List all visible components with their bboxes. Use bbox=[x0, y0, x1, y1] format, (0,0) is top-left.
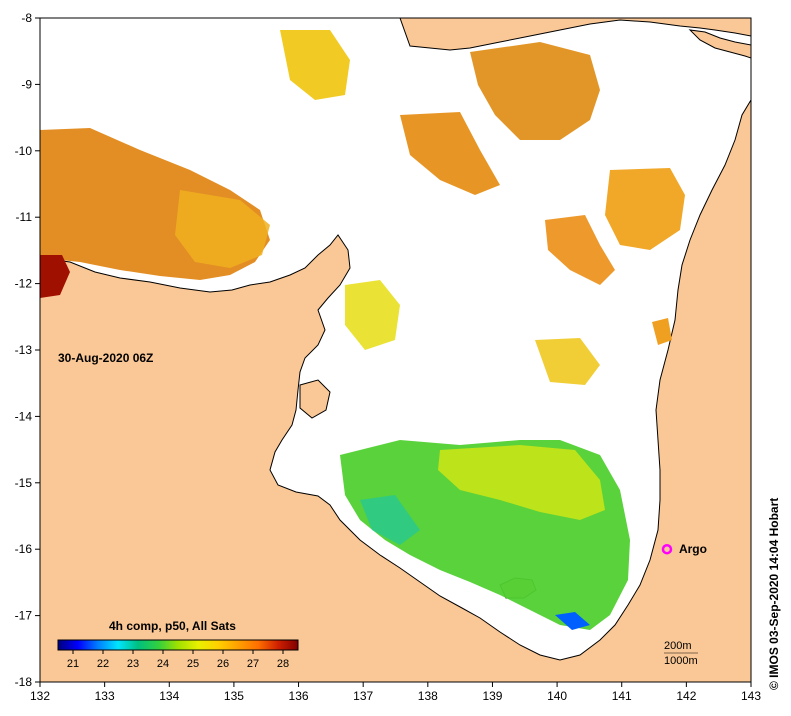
lat-tick-label: -12 bbox=[15, 277, 33, 291]
land-cape-york-north bbox=[688, 18, 751, 59]
lon-tick-label: 134 bbox=[159, 689, 179, 703]
colorbar-tick-label: 24 bbox=[157, 658, 169, 670]
colorbar-ticks: 21 22 23 24 25 26 27 28 bbox=[67, 650, 289, 670]
sst-yellow-north bbox=[280, 30, 350, 100]
colorbar bbox=[57, 639, 299, 651]
sst-cooler-west bbox=[175, 190, 270, 268]
lon-tick-label: 137 bbox=[353, 689, 373, 703]
imos-credit: © IMOS 03-Sep-2020 14:04 Hobart bbox=[767, 498, 781, 690]
lon-tick-label: 135 bbox=[224, 689, 244, 703]
colorbar-tick-label: 23 bbox=[127, 658, 139, 670]
lon-tick-label: 140 bbox=[547, 689, 567, 703]
sst-warm-center bbox=[400, 112, 500, 195]
colorbar-tick-label: 25 bbox=[187, 658, 199, 670]
lat-tick-label: -16 bbox=[15, 542, 33, 556]
sst-blue-south bbox=[555, 612, 590, 630]
colorbar-tick-label: 21 bbox=[67, 658, 79, 670]
sst-warm-north-east bbox=[470, 42, 600, 140]
lat-tick-label: -13 bbox=[15, 343, 33, 357]
lat-tick-label: -14 bbox=[15, 409, 33, 423]
depth-contour-200m: 200m bbox=[664, 640, 692, 652]
colorbar-tick-label: 26 bbox=[217, 658, 229, 670]
timestamp-label: 30-Aug-2020 06Z bbox=[58, 351, 153, 365]
argo-float-marker[interactable] bbox=[661, 543, 673, 555]
sst-hot-west bbox=[40, 255, 70, 298]
lat-tick-label: -17 bbox=[15, 609, 33, 623]
argo-label: Argo bbox=[679, 542, 707, 556]
lat-tick-label: -15 bbox=[15, 476, 33, 490]
sst-yellow-green-south bbox=[438, 445, 605, 520]
depth-contour-1000m: 1000m bbox=[664, 655, 698, 667]
lat-tick-label: -8 bbox=[21, 11, 32, 25]
longitude-axis: 132 133 134 135 136 137 138 139 140 141 142 143 bbox=[30, 682, 761, 703]
land-new-guinea bbox=[399, 18, 751, 51]
composite-label: 4h comp, p50, All Sats bbox=[109, 619, 236, 633]
lat-tick-label: -18 bbox=[15, 675, 33, 689]
lon-tick-label: 136 bbox=[289, 689, 309, 703]
colorbar-tick-label: 28 bbox=[277, 658, 289, 670]
lon-tick-label: 138 bbox=[418, 689, 438, 703]
lat-tick-label: -9 bbox=[21, 77, 32, 91]
sst-warm-center-east bbox=[545, 215, 615, 285]
land-island-west bbox=[299, 379, 331, 419]
lat-tick-label: -11 bbox=[16, 210, 33, 224]
lon-tick-label: 142 bbox=[676, 689, 696, 703]
credit-panel: © IMOS 03-Sep-2020 14:04 Hobart bbox=[767, 498, 781, 690]
colorbar-tick-label: 27 bbox=[247, 658, 259, 670]
land-northern-territory bbox=[40, 99, 751, 682]
lon-tick-label: 133 bbox=[95, 689, 115, 703]
latitude-axis: -8 -9 -10 -11 -12 -13 -14 -15 -16 -17 -18 bbox=[15, 11, 40, 689]
lon-tick-label: 143 bbox=[741, 689, 761, 703]
sst-yellow-mid bbox=[345, 280, 400, 350]
sst-cyan-south bbox=[360, 495, 420, 545]
sst-yellow-center bbox=[535, 338, 600, 385]
lon-tick-label: 141 bbox=[612, 689, 632, 703]
lon-tick-label: 132 bbox=[30, 689, 50, 703]
lon-tick-label: 139 bbox=[482, 689, 502, 703]
sst-orange-small bbox=[652, 318, 672, 345]
colorbar-tick-label: 22 bbox=[97, 658, 109, 670]
lat-tick-label: -10 bbox=[15, 144, 33, 158]
sst-warm-east bbox=[605, 168, 685, 250]
